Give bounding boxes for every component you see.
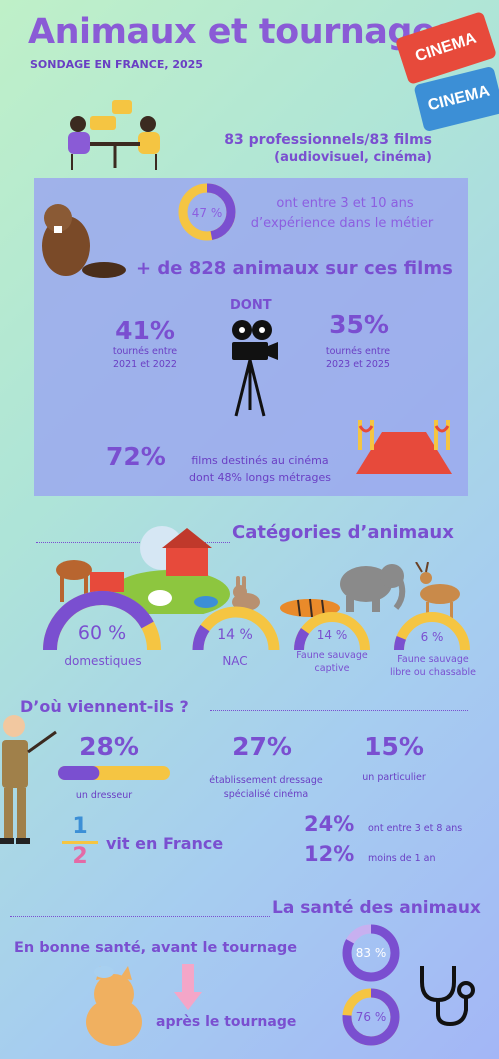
origin-trainer-label: un dresseur (75, 790, 133, 801)
tiger-icon (280, 598, 340, 618)
animals-count: + de 828 animaux sur ces films (136, 258, 453, 279)
category-wild-line1: Faune sauvage (397, 654, 469, 665)
health-after-percent: 76 % (355, 1010, 387, 1024)
age-3-8-value: 24% (304, 812, 355, 836)
health-after-donut (342, 988, 400, 1046)
cinema-line1: films destinés au cinéma (191, 454, 329, 467)
beaver-icon (42, 204, 126, 278)
category-gauge-fill (192, 624, 210, 650)
elephant-icon (340, 564, 406, 612)
cinema-value: 72% (106, 442, 166, 471)
origin-school-line2: spécialisé cinéma (223, 789, 309, 800)
interview-illustration (68, 100, 160, 170)
health-before-donut (342, 924, 400, 982)
health-heading: La santé des animaux (272, 898, 481, 918)
half-label: vit en France (106, 834, 224, 853)
health-after-label: après le tournage (156, 1014, 297, 1030)
origin-heading: D’où viennent-ils ? (20, 697, 189, 716)
origin-private-label: un particulier (362, 772, 426, 783)
stat-2021-value: 41% (115, 316, 175, 345)
experience-percent: 47 % (191, 206, 223, 220)
category-gauge-track (394, 612, 470, 650)
sick-cat-icon (86, 966, 142, 1046)
rabbit-icon (232, 576, 260, 611)
origin-school-line1: établissement dressage (209, 775, 323, 786)
category-captive-line1: Faune sauvage (296, 650, 368, 661)
red-carpet-icon (356, 420, 452, 474)
farm-illustration (56, 526, 230, 614)
arrow-down-icon (174, 964, 202, 1010)
stat-2021-line2: 2021 et 2022 (113, 359, 177, 370)
category-captive-value: 14 % (316, 628, 348, 642)
stethoscope-icon (420, 966, 475, 1027)
dont-label: DONT (230, 298, 272, 313)
intro-line1: 83 professionnels/83 films (224, 132, 432, 148)
divider (210, 710, 468, 711)
age-3-8-label: ont entre 3 et 8 ans (368, 823, 463, 834)
categories-heading: Catégories d’animaux (232, 522, 454, 543)
category-domestic-value: 60 % (77, 622, 127, 644)
deer-icon (415, 562, 460, 618)
category-domestic-name: domestiques (64, 654, 142, 668)
experience-donut (178, 183, 236, 241)
half-denominator: 2 (72, 844, 88, 869)
stat-2021-line1: tournés entre (112, 346, 178, 357)
stat-2023-value: 35% (329, 310, 389, 339)
origin-school-value: 27% (232, 732, 292, 761)
category-nac-value: 14 % (217, 627, 253, 643)
category-gauge-fill (43, 591, 154, 650)
health-before-percent: 83 % (355, 946, 387, 960)
intro-line2: (audiovisuel, cinéma) (274, 150, 432, 165)
ticket-blue-text: CINEMA (426, 82, 492, 115)
fraction-bar (62, 841, 98, 844)
trainer-illustration (0, 715, 57, 844)
category-captive-line2: captive (314, 663, 350, 674)
category-nac-name: NAC (222, 654, 248, 668)
ticket-red-text: CINEMA (413, 29, 479, 66)
origin-trainer-value: 28% (79, 732, 139, 761)
origin-private-value: 15% (364, 732, 424, 761)
origin-trainer-bar (58, 766, 170, 780)
category-gauge-fill (294, 628, 310, 650)
page-subtitle: SONDAGE EN FRANCE, 2025 (30, 58, 203, 71)
divider (10, 916, 270, 917)
experience-text-2: d’expérience dans le métier (250, 216, 434, 231)
age-under-1-label: moins de 1 an (368, 853, 436, 864)
experience-text-1: ont entre 3 et 10 ans (276, 196, 414, 211)
stat-2023-line1: tournés entre (325, 346, 391, 357)
film-camera-icon (232, 320, 278, 417)
age-under-1-value: 12% (304, 842, 355, 866)
speech-bubble-icon (90, 116, 116, 130)
page-title: Animaux et tournages (28, 12, 456, 52)
cinema-line2: dont 48% longs métrages (189, 471, 331, 484)
half-numerator: 1 (72, 814, 88, 839)
fish-icon (194, 596, 218, 608)
category-wild-value: 6 % (420, 630, 444, 644)
health-before-label: En bonne santé, avant le tournage (14, 940, 298, 956)
category-gauges (43, 591, 470, 650)
stat-2023-line2: 2023 et 2025 (326, 359, 390, 370)
category-wild-line2: libre ou chassable (389, 667, 477, 678)
horse-icon (56, 560, 92, 580)
divider (36, 542, 230, 543)
sheep-icon (148, 590, 172, 606)
category-gauge-fill (394, 636, 407, 650)
